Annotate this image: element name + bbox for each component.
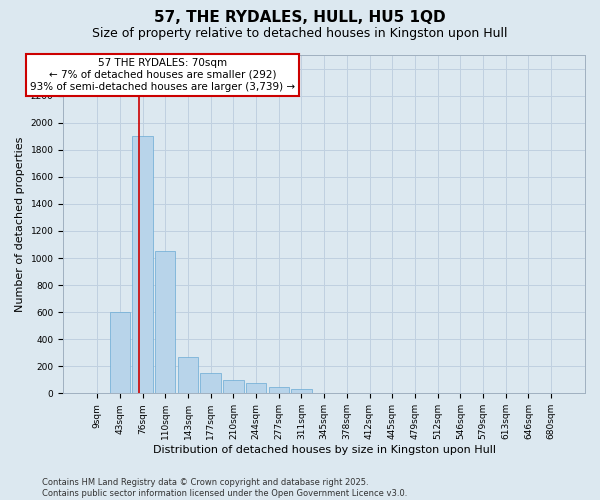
Bar (246, 383, 266, 394)
Text: Size of property relative to detached houses in Kingston upon Hull: Size of property relative to detached ho… (92, 28, 508, 40)
Y-axis label: Number of detached properties: Number of detached properties (15, 136, 25, 312)
Text: 57, THE RYDALES, HULL, HU5 1QD: 57, THE RYDALES, HULL, HU5 1QD (154, 10, 446, 25)
Bar (200, 373, 221, 394)
Bar (133, 136, 153, 394)
Bar (178, 357, 198, 394)
Bar (110, 312, 130, 394)
Bar (291, 390, 311, 394)
Bar (269, 386, 289, 394)
Text: 57 THE RYDALES: 70sqm
← 7% of detached houses are smaller (292)
93% of semi-deta: 57 THE RYDALES: 70sqm ← 7% of detached h… (30, 58, 295, 92)
Bar (223, 380, 244, 394)
X-axis label: Distribution of detached houses by size in Kingston upon Hull: Distribution of detached houses by size … (152, 445, 496, 455)
Text: Contains HM Land Registry data © Crown copyright and database right 2025.
Contai: Contains HM Land Registry data © Crown c… (42, 478, 407, 498)
Bar (155, 251, 175, 394)
